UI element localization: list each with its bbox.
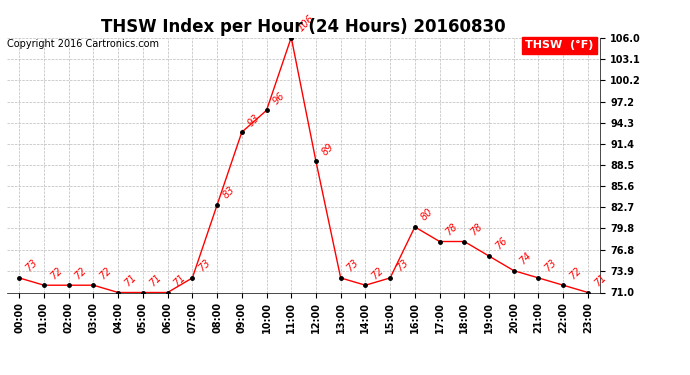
- Text: 83: 83: [221, 185, 237, 201]
- Text: 71: 71: [147, 272, 163, 288]
- Text: 72: 72: [567, 265, 583, 281]
- Text: 96: 96: [270, 90, 286, 106]
- Text: 74: 74: [518, 251, 534, 267]
- Text: 73: 73: [23, 258, 39, 274]
- Text: 71: 71: [592, 272, 608, 288]
- Text: Copyright 2016 Cartronics.com: Copyright 2016 Cartronics.com: [7, 39, 159, 50]
- Text: 76: 76: [493, 236, 509, 252]
- Text: 73: 73: [394, 258, 411, 274]
- Text: 72: 72: [48, 265, 64, 281]
- Title: THSW Index per Hour (24 Hours) 20160830: THSW Index per Hour (24 Hours) 20160830: [101, 18, 506, 36]
- Text: 106: 106: [295, 13, 316, 33]
- Text: 93: 93: [246, 112, 262, 128]
- Text: 71: 71: [122, 272, 138, 288]
- Text: 89: 89: [320, 141, 336, 157]
- Text: 73: 73: [197, 258, 213, 274]
- Text: 78: 78: [469, 221, 484, 237]
- Text: THSW  (°F): THSW (°F): [525, 40, 593, 50]
- Text: 73: 73: [345, 258, 361, 274]
- Text: 72: 72: [97, 265, 114, 281]
- Text: 72: 72: [370, 265, 386, 281]
- Text: 71: 71: [172, 272, 188, 288]
- Text: 73: 73: [542, 258, 559, 274]
- Text: 72: 72: [73, 265, 89, 281]
- Text: 78: 78: [444, 221, 460, 237]
- Text: 80: 80: [419, 207, 435, 223]
